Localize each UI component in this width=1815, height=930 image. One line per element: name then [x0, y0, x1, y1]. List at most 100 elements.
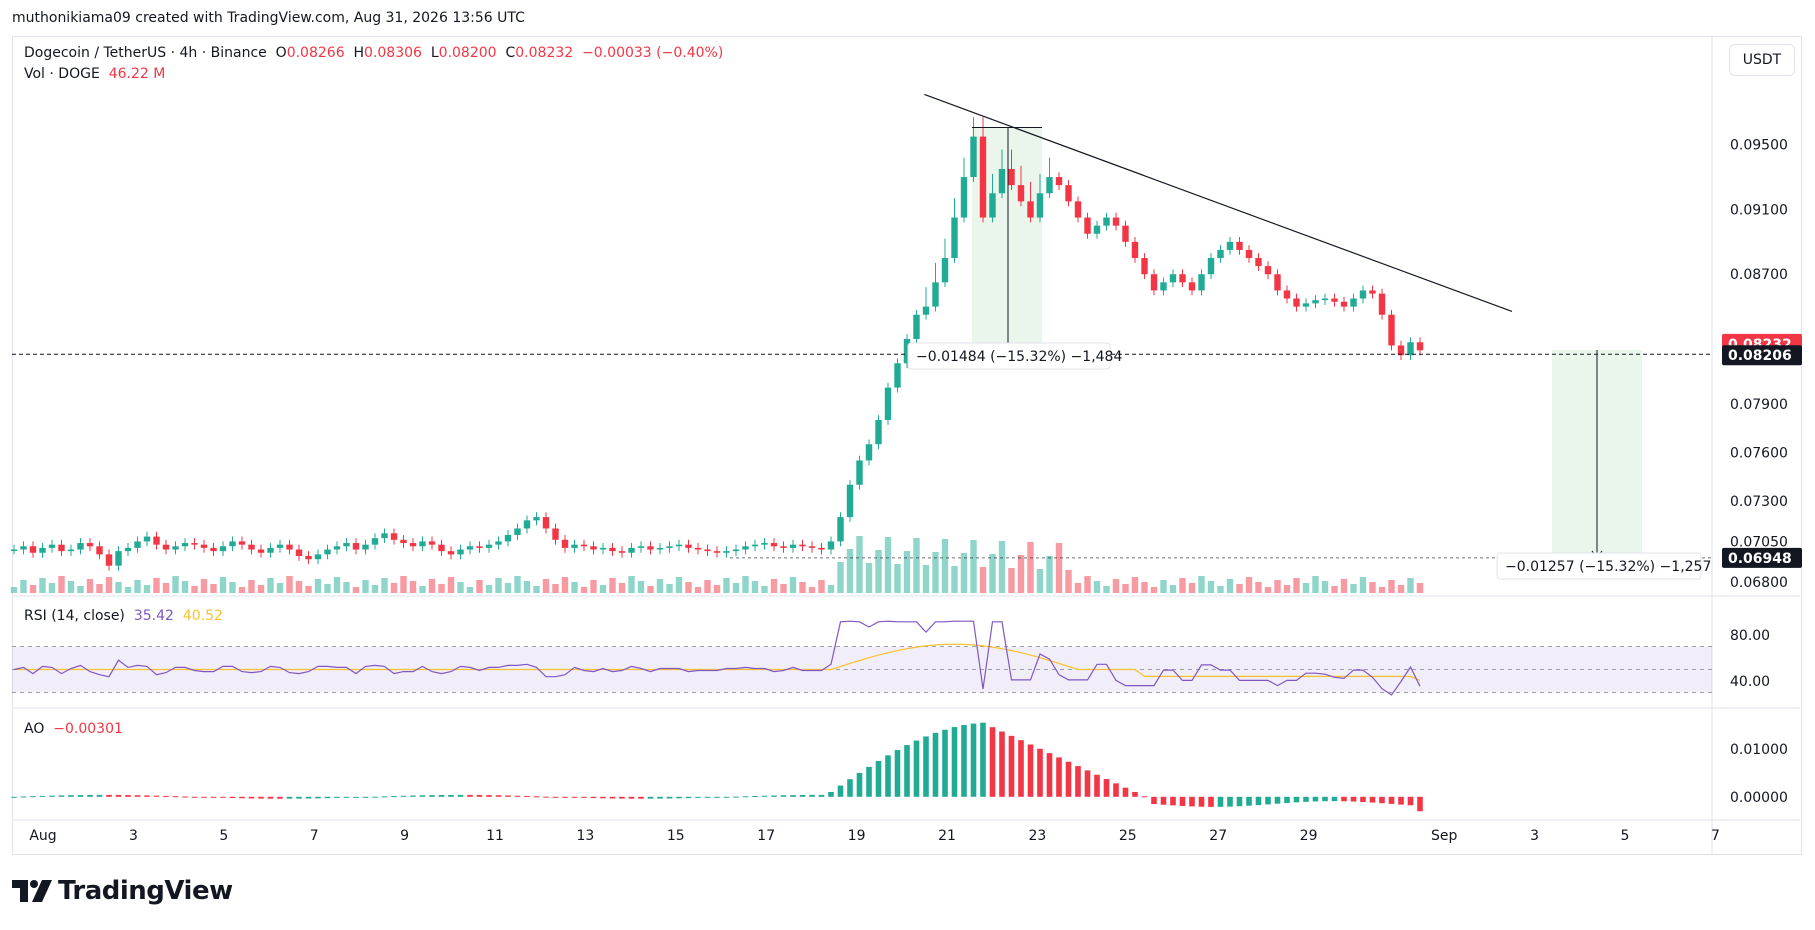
ao-bar	[942, 729, 948, 797]
candle-body	[419, 541, 426, 547]
volume-bar	[419, 586, 426, 593]
ao-bar	[847, 779, 853, 797]
candle-body	[1255, 258, 1262, 267]
currency-button[interactable]: USDT	[1729, 44, 1795, 76]
candle-body	[827, 541, 835, 550]
volume-bar	[181, 581, 189, 593]
measure-label-bottom: −0.01257 (−15.32%) −1,257	[1505, 559, 1711, 575]
volume-bar	[1255, 582, 1262, 593]
candle-body	[808, 546, 816, 548]
volume-bar	[1245, 577, 1253, 593]
candle-body	[542, 517, 550, 529]
ao-bar	[894, 750, 901, 797]
volume-bar	[257, 585, 265, 593]
candle-body	[333, 546, 341, 550]
logo-text: TradingView	[58, 876, 233, 906]
close-value: 0.08232	[515, 45, 574, 61]
ao-bar	[505, 795, 511, 797]
ao-bar	[239, 796, 245, 799]
candle-body	[504, 534, 512, 542]
candle-body	[723, 551, 730, 553]
candle-body	[172, 546, 179, 550]
high-value: 0.08306	[364, 45, 422, 61]
volume-bar	[742, 576, 749, 593]
candle-body	[628, 547, 635, 553]
tradingview-logo[interactable]: TradingView	[12, 876, 233, 906]
volume-bar	[1407, 578, 1414, 593]
candle-body	[1264, 266, 1272, 275]
volume-bar	[1093, 581, 1101, 593]
ao-bar	[695, 796, 701, 798]
price-axis-label: 0.07050	[1730, 534, 1788, 550]
ao-bar	[809, 794, 815, 797]
ao-bar	[172, 796, 179, 798]
volume-bar	[1264, 587, 1272, 593]
volume-bar	[875, 550, 882, 593]
volume-label[interactable]: Vol · DOGE	[24, 66, 100, 82]
volume-bar	[637, 581, 645, 593]
rsi-label[interactable]: RSI (14, close)	[24, 608, 125, 624]
volume-legend: Vol · DOGE 46.22 M	[24, 66, 165, 82]
symbol-title[interactable]: Dogecoin / TetherUS · 4h · Binance	[24, 45, 267, 61]
volume-bar	[324, 584, 331, 593]
candle-body	[1065, 185, 1072, 202]
candle-body	[989, 193, 996, 218]
support-price-tag: 0.08206	[1728, 348, 1792, 364]
volume-bar	[1074, 583, 1082, 593]
candle-body	[694, 547, 702, 550]
candle-body	[67, 549, 75, 552]
price-axis-label: 0.09100	[1730, 202, 1788, 218]
candle-body	[1207, 258, 1215, 275]
ao-bar	[438, 794, 445, 797]
volume-bar	[960, 553, 968, 593]
ao-bar	[1037, 748, 1043, 797]
candle-body	[922, 306, 930, 315]
ao-bar	[1198, 796, 1205, 807]
volume-bar	[466, 587, 474, 593]
candle-body	[599, 547, 607, 550]
ao-bar	[581, 796, 587, 798]
time-axis-label: 27	[1209, 828, 1227, 844]
candle-body	[58, 544, 65, 552]
volume-bar	[248, 580, 255, 593]
ao-bar	[619, 796, 625, 799]
volume-bar	[400, 576, 407, 593]
volume-bar	[390, 583, 398, 593]
ao-bar	[77, 795, 84, 797]
candle-body	[894, 363, 901, 388]
candle-body	[238, 541, 246, 545]
candle-body	[704, 549, 711, 552]
candle-body	[875, 419, 882, 445]
candle-body	[770, 543, 778, 547]
volume-bar	[1302, 583, 1310, 593]
candle-body	[647, 546, 654, 550]
candle-body	[979, 136, 987, 218]
candle-body	[276, 544, 284, 548]
volume-bar	[172, 576, 179, 593]
ao-bar	[1056, 757, 1062, 797]
ao-bar	[1284, 796, 1290, 803]
ao-bar	[1369, 796, 1376, 803]
rsi-ma-line	[14, 643, 1421, 681]
ao-bar	[1065, 761, 1072, 797]
candle-body	[39, 547, 46, 553]
measure-label-bottom-box	[1496, 552, 1702, 580]
candle-body	[998, 168, 1006, 194]
ao-bar	[866, 766, 872, 797]
ao-bar	[1322, 796, 1328, 802]
low-value: 0.08200	[438, 45, 497, 61]
candle-body	[314, 554, 322, 560]
ao-bar	[1094, 774, 1100, 797]
volume-bar	[352, 587, 360, 593]
candle-body	[124, 547, 132, 552]
volume-bar	[1046, 556, 1053, 593]
time-axis-label: 25	[1119, 828, 1137, 844]
time-axis-label: Aug	[29, 828, 56, 844]
measure-label-top-box	[907, 342, 1111, 370]
candle-body	[1112, 217, 1120, 226]
volume-bar	[1084, 576, 1091, 593]
ao-label[interactable]: AO	[24, 721, 45, 737]
volume-bar	[115, 582, 122, 593]
volume-bar	[1008, 568, 1015, 593]
